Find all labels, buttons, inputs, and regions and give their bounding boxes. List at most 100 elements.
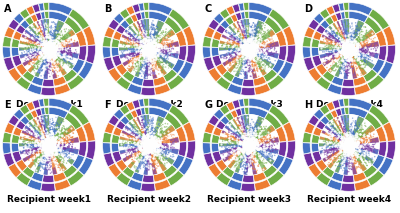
Point [62, 47, 68, 50]
Point [136, 55, 142, 58]
Point [146, 47, 152, 51]
Point [153, 49, 159, 53]
Wedge shape [328, 68, 332, 72]
Point [144, 144, 151, 147]
Point [348, 143, 354, 147]
Point [130, 148, 136, 151]
Point [27, 135, 33, 138]
Point [248, 35, 254, 38]
Point [146, 47, 152, 50]
Point [246, 47, 252, 50]
Point [355, 146, 362, 150]
Point [356, 67, 363, 70]
Point [146, 143, 152, 147]
Point [155, 36, 161, 39]
Point [20, 137, 26, 140]
Point [38, 132, 44, 136]
Point [40, 52, 47, 56]
Point [143, 143, 149, 147]
Point [143, 44, 149, 48]
Point [238, 45, 245, 48]
Point [345, 35, 351, 38]
Point [348, 47, 354, 51]
Point [249, 142, 256, 145]
Point [248, 43, 254, 47]
Point [145, 47, 152, 51]
Point [241, 137, 247, 140]
Point [247, 141, 254, 145]
Point [245, 51, 251, 55]
Point [346, 47, 352, 51]
Point [345, 143, 352, 146]
Point [39, 147, 45, 150]
Point [150, 59, 156, 62]
Point [328, 68, 335, 71]
Point [45, 47, 52, 51]
Point [345, 43, 351, 46]
Point [248, 52, 254, 56]
Point [231, 27, 237, 30]
Point [253, 47, 259, 51]
Point [341, 142, 347, 145]
Point [55, 39, 61, 43]
Point [260, 39, 267, 43]
Point [124, 140, 131, 143]
Point [144, 144, 150, 147]
Point [245, 141, 251, 145]
Point [133, 136, 140, 139]
Point [138, 151, 145, 154]
Point [50, 38, 56, 42]
Point [254, 151, 260, 154]
Point [246, 44, 252, 48]
Point [344, 38, 350, 41]
Point [237, 144, 243, 148]
Point [352, 42, 359, 45]
Point [347, 40, 354, 43]
Point [344, 50, 351, 53]
Point [242, 40, 249, 44]
Point [159, 42, 165, 45]
Point [343, 44, 350, 47]
Point [45, 143, 51, 147]
Point [153, 25, 160, 28]
Point [140, 140, 146, 144]
Point [55, 149, 61, 152]
Point [46, 143, 52, 147]
Point [145, 50, 152, 53]
Point [254, 153, 261, 156]
Point [58, 29, 65, 33]
Point [231, 70, 237, 73]
Point [244, 145, 250, 148]
Point [41, 144, 47, 147]
Point [134, 45, 140, 48]
Point [45, 53, 52, 56]
Point [141, 141, 148, 144]
Point [346, 143, 352, 147]
Point [336, 140, 342, 144]
Point [363, 151, 370, 154]
Point [36, 163, 42, 167]
Point [57, 158, 64, 162]
Point [350, 156, 356, 159]
Point [140, 148, 146, 151]
Point [39, 56, 46, 59]
Point [239, 146, 245, 149]
Point [38, 49, 44, 53]
Point [142, 143, 148, 146]
Wedge shape [264, 17, 282, 34]
Point [351, 29, 357, 32]
Point [33, 49, 40, 53]
Point [43, 138, 49, 141]
Point [220, 131, 227, 135]
Point [141, 115, 148, 118]
Point [134, 154, 140, 158]
Point [238, 154, 244, 158]
Point [169, 142, 176, 145]
Point [359, 49, 366, 53]
Point [331, 156, 337, 159]
Point [338, 152, 344, 156]
Wedge shape [3, 36, 12, 47]
Point [47, 133, 54, 136]
Point [40, 62, 46, 65]
Point [248, 164, 254, 167]
